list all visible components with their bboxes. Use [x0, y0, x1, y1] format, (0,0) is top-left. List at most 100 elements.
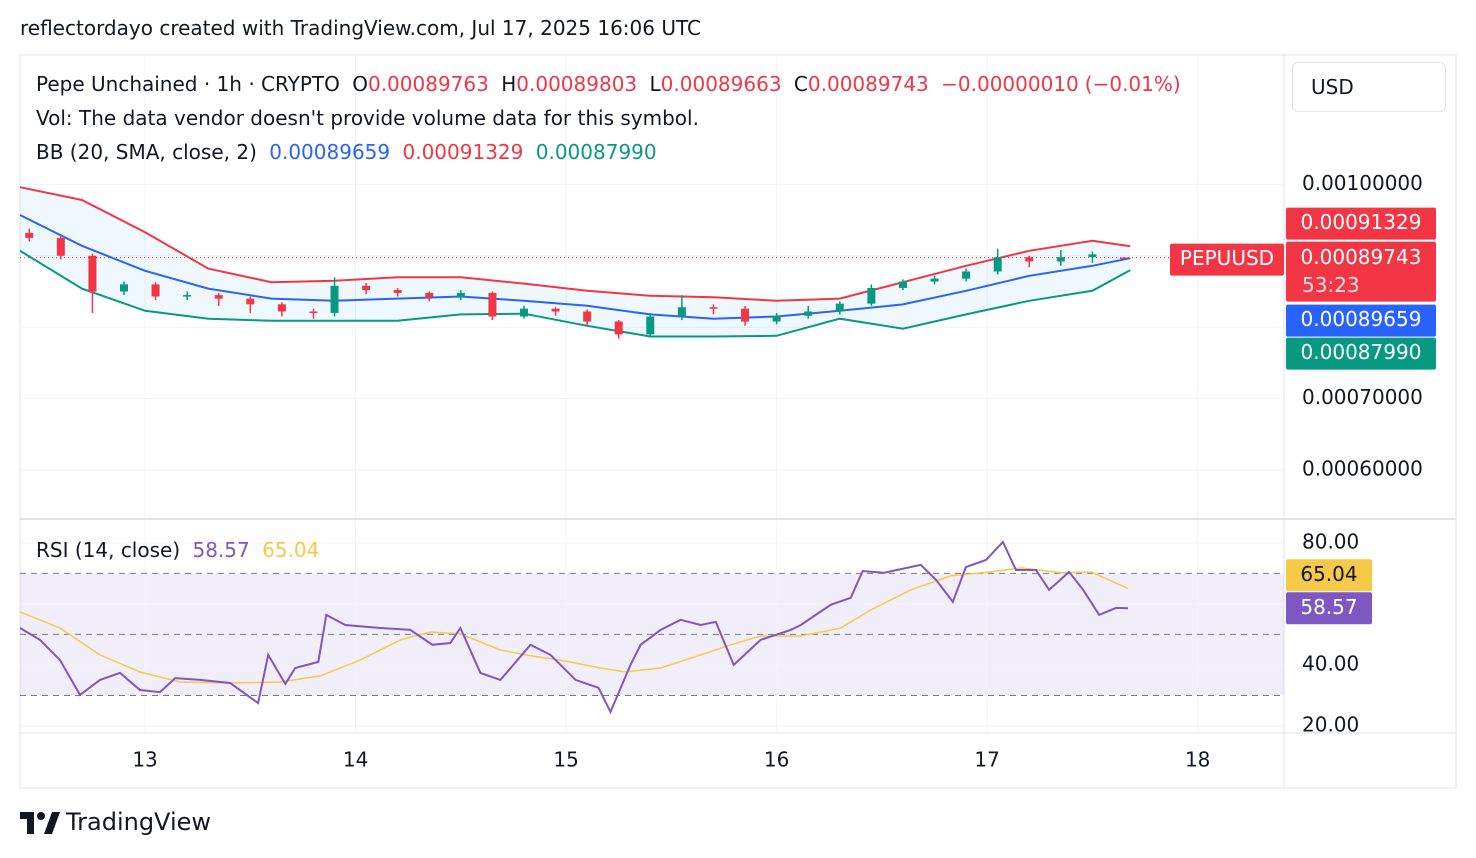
x-tick-label: 18: [1185, 748, 1210, 772]
candle-body: [25, 232, 34, 238]
rsi-ma-value: 65.04: [262, 538, 320, 562]
ohlc-value: 0.00089743: [807, 72, 929, 96]
bb-basis-value: 0.00089659: [269, 140, 391, 164]
volume-note: Vol: The data vendor doesn't provide vol…: [36, 106, 699, 130]
candle-body: [425, 292, 434, 298]
candle-body: [151, 284, 160, 297]
candle-body: [741, 308, 750, 322]
ohlc-key: C: [793, 72, 808, 96]
bb-upper-value: 0.00091329: [402, 140, 524, 164]
candle-body: [309, 311, 318, 314]
rsi-value: 58.57: [192, 538, 250, 562]
ohlc-value: 0.00089763: [367, 72, 489, 96]
candle-body: [993, 257, 1002, 272]
brand-logo: [20, 812, 60, 834]
change: −0.00000010: [941, 72, 1079, 96]
ohlc-value: 0.00089663: [660, 72, 782, 96]
frame: [19, 54, 1457, 789]
candle-body: [330, 285, 339, 313]
candle-body: [88, 255, 97, 292]
rsi-tag: 58.57: [1300, 595, 1357, 619]
candle-body: [456, 292, 465, 298]
candle-body: [677, 307, 686, 317]
bb-line: [19, 214, 1131, 320]
symbol-tag-bg: [1170, 243, 1284, 276]
candle-body: [583, 311, 592, 322]
y-tick-label: 0.00060000: [1302, 457, 1423, 481]
candle-body: [488, 292, 497, 317]
rsi-ma-tag-bg: [1286, 559, 1372, 592]
candle-body: [867, 287, 876, 304]
candle-body: [520, 308, 528, 317]
price-legend: Pepe Unchained · 1h · CRYPTO O0.00089763…: [36, 72, 1187, 96]
bb-lower-tag-bg: [1286, 337, 1436, 370]
candle-body: [277, 304, 286, 312]
candle-body: [1025, 257, 1034, 262]
candle-body: [772, 315, 781, 322]
bb-title: BB (20, SMA, close, 2): [36, 140, 257, 164]
candle-body: [246, 298, 255, 305]
y-tick-label: 20.00: [1302, 712, 1359, 736]
logo-shape: [20, 812, 39, 834]
close-tag: 0.00089743: [1301, 245, 1422, 269]
bb-legend: BB (20, SMA, close, 2) 0.00089659 0.0009…: [36, 140, 663, 164]
bb-lower-tag: 0.00087990: [1301, 340, 1422, 364]
candle-body: [835, 303, 844, 312]
x-tick-label: 15: [553, 748, 578, 772]
y-tick-label: 40.00: [1302, 651, 1359, 675]
candle-body: [898, 281, 907, 288]
bb-line: [19, 249, 1131, 338]
rsi-ma-tag: 65.04: [1300, 562, 1357, 586]
ohlc-key: H: [501, 72, 517, 96]
level-band: [20, 573, 1284, 696]
rsi-title: RSI (14, close): [36, 538, 181, 562]
band-fill: [20, 187, 1131, 337]
candle-body: [646, 316, 655, 335]
symbol-title: Pepe Unchained · 1h · CRYPTO: [36, 72, 340, 96]
x-tick-label: 17: [974, 748, 999, 772]
ohlc-value: 0.00089803: [516, 72, 638, 96]
logo-dot: [37, 812, 45, 820]
rsi-line: [19, 567, 1129, 684]
y-tick-label: 0.00070000: [1302, 385, 1423, 409]
y-tick-label: 0.00100000: [1302, 171, 1423, 195]
rsi-legend: RSI (14, close) 58.57 65.04: [36, 538, 325, 562]
candle-body: [930, 278, 939, 282]
x-tick-label: 14: [343, 748, 368, 772]
candle-body: [393, 290, 402, 293]
bb-line: [19, 186, 1131, 302]
close-tag-bg: [1286, 241, 1436, 302]
rsi-tag-bg: [1286, 592, 1372, 625]
bb-basis-tag: 0.00089659: [1301, 307, 1422, 331]
bb-upper-tag: 0.00091329: [1301, 210, 1422, 234]
candle-body: [1056, 257, 1065, 262]
countdown: 53:23: [1302, 273, 1360, 297]
candle-body: [56, 237, 65, 256]
candle-body: [120, 284, 128, 292]
candle-body: [614, 321, 623, 335]
ohlc-key: O: [352, 72, 368, 96]
bb-basis-tag-bg: [1286, 304, 1436, 337]
candle-body: [804, 311, 813, 316]
y-tick-label: 80.00: [1302, 529, 1359, 553]
ohlc-key: L: [649, 72, 661, 96]
symbol-tag: PEPUUSD: [1180, 246, 1274, 270]
x-tick-label: 13: [132, 748, 157, 772]
currency-button[interactable]: USD: [1292, 62, 1446, 112]
logo-shape: [44, 812, 60, 834]
bb-lower-value: 0.00087990: [535, 140, 657, 164]
brand: TradingView: [66, 808, 212, 836]
candle-body: [214, 295, 223, 299]
candle-body: [1120, 257, 1128, 259]
bb-upper-tag-bg: [1286, 207, 1436, 240]
candle-body: [551, 308, 560, 312]
change-pct: (−0.01%): [1084, 72, 1181, 96]
candle-body: [709, 307, 718, 309]
candle-body: [962, 271, 971, 279]
candle-body: [362, 285, 371, 291]
x-tick-label: 16: [764, 748, 789, 772]
rsi-line: [19, 540, 1129, 715]
candle-body: [183, 295, 192, 297]
header: reflectordayo created with TradingView.c…: [20, 16, 701, 40]
